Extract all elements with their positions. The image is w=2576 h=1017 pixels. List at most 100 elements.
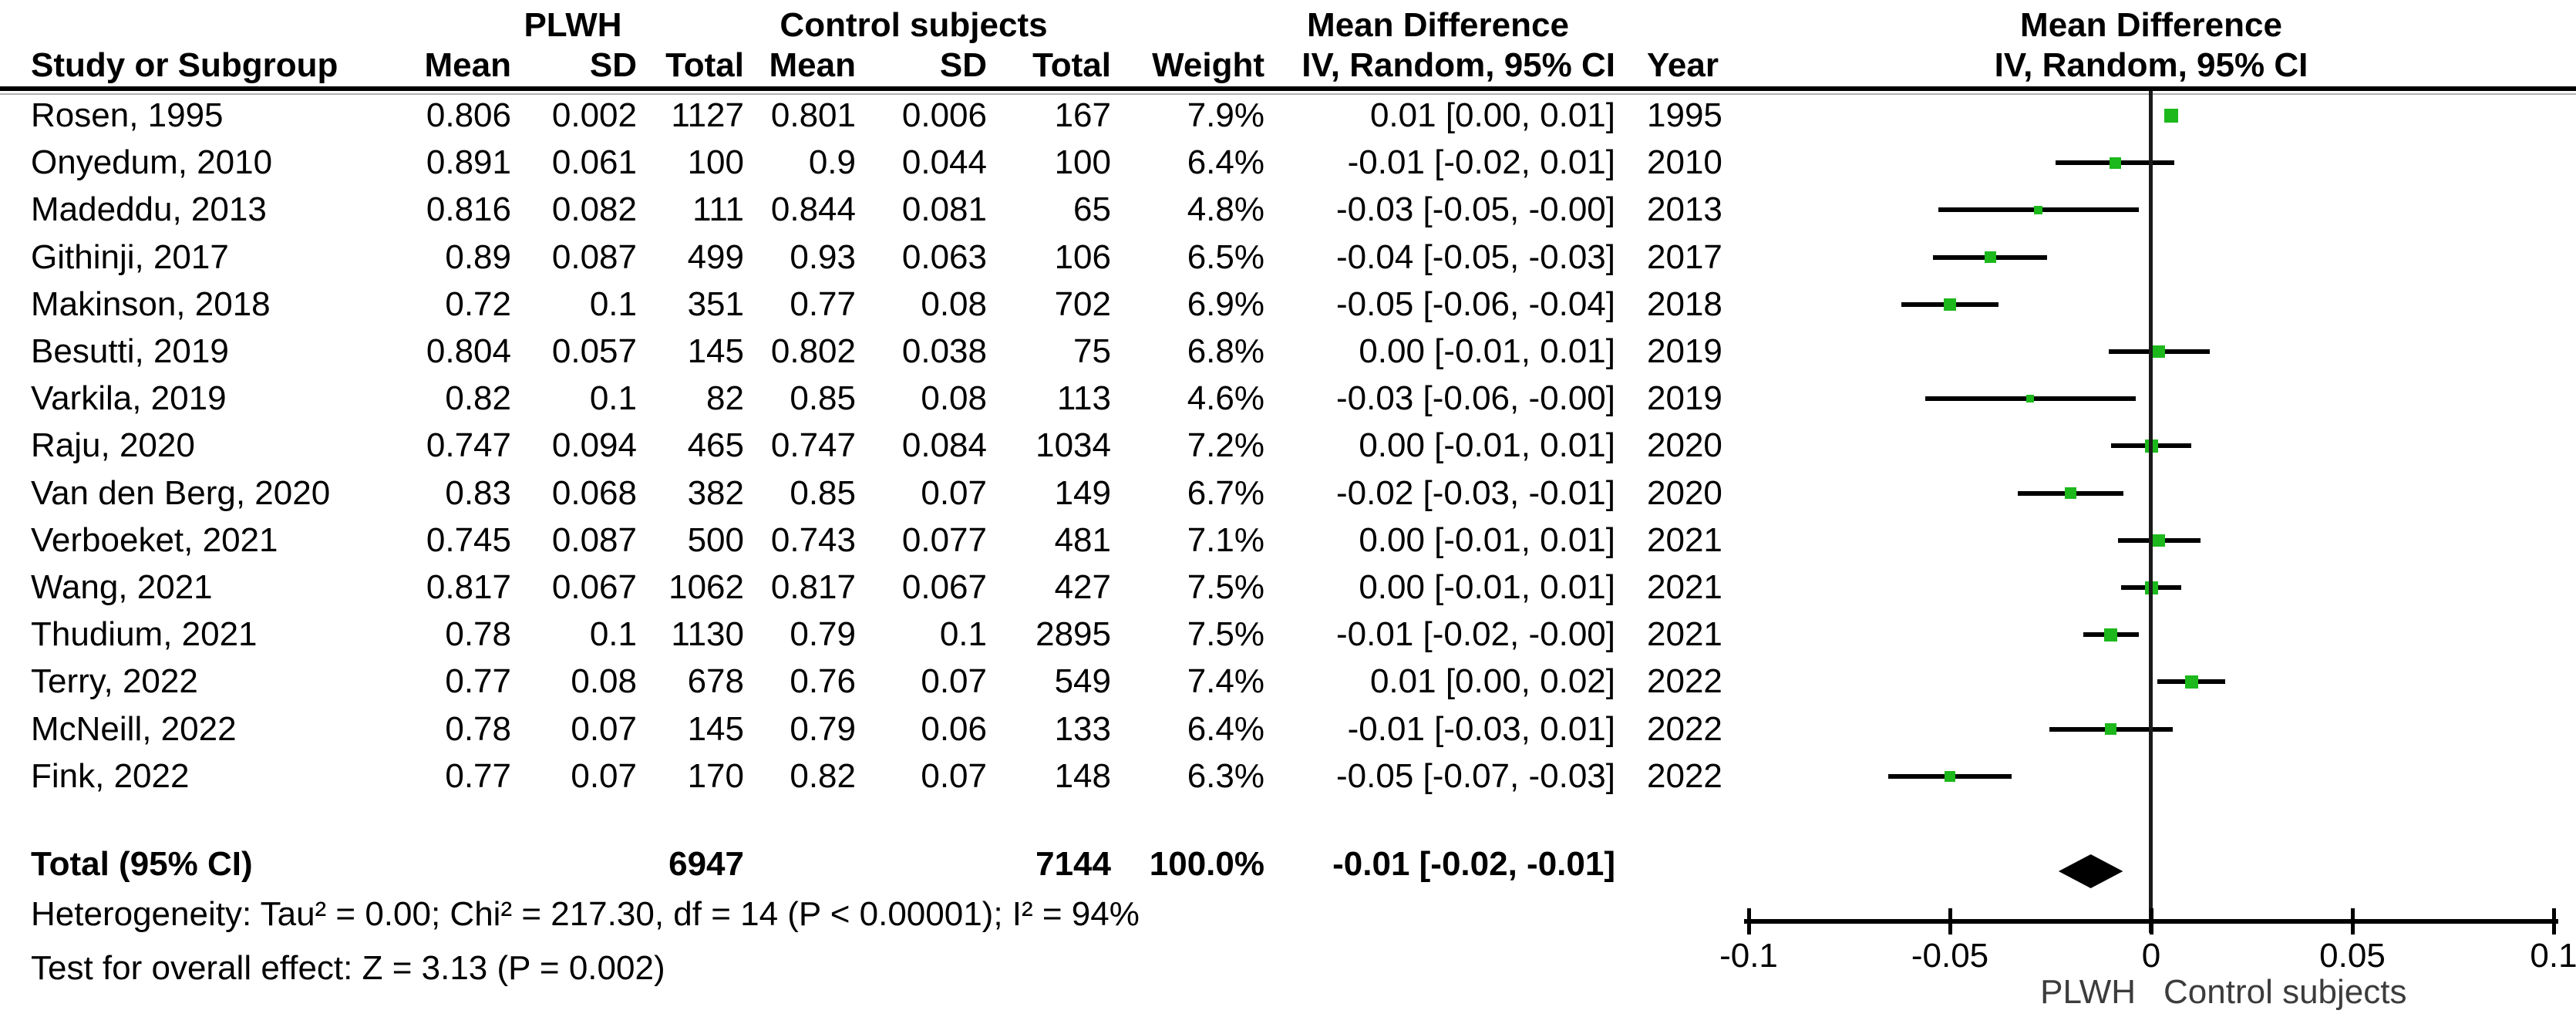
table-cell-mean1: 0.891 (426, 143, 511, 182)
table-cell-sd2: 0.063 (901, 237, 987, 276)
x-axis-tick (2350, 908, 2355, 934)
table-row: Githinji, 2017 0.89 0.087 499 0.93 0.063 106 6.… (0, 234, 2576, 281)
table-cell-year: 2019 (1647, 332, 1722, 370)
table-cell-study: Fink, 2022 (31, 756, 190, 795)
table-cell-mean1: 0.89 (445, 237, 511, 276)
table-cell-mean2: 0.801 (770, 96, 856, 134)
header-separator-line (0, 86, 2576, 91)
table-cell-sd2: 0.006 (901, 96, 987, 134)
table-cell-total1: 111 (692, 190, 744, 229)
table-cell-year: 2021 (1647, 615, 1722, 654)
x-axis-tick-label: -0.05 (1911, 937, 1989, 975)
table-cell-study: Verboeket, 2021 (31, 520, 278, 559)
point-estimate-marker (2109, 157, 2121, 169)
x-axis-tick (1746, 908, 1751, 934)
table-cell-total2: 75 (1073, 332, 1111, 370)
table-cell-total1: 145 (687, 709, 744, 748)
table-cell-mean2: 0.743 (770, 520, 856, 559)
table-cell-total1: 351 (687, 285, 744, 323)
table-cell-year: 2017 (1647, 237, 1722, 276)
table-cell-study: Makinson, 2018 (31, 285, 271, 323)
table-cell-total2: 113 (1056, 379, 1111, 418)
total-row-control-total: 7144 (1035, 845, 1111, 883)
table-cell-mean2: 0.802 (770, 332, 856, 370)
table-cell-sd1: 0.07 (571, 709, 637, 748)
table-cell-year: 2010 (1647, 143, 1722, 182)
table-cell-sd1: 0.1 (589, 615, 637, 654)
point-estimate-marker (2065, 487, 2077, 500)
column-header-total-plwh: Total (665, 46, 744, 84)
table-cell-sd2: 0.1 (939, 615, 987, 654)
table-cell-ci: -0.03 [-0.06, -0.00] (1336, 379, 1615, 418)
table-cell-sd1: 0.08 (571, 662, 637, 701)
table-cell-sd2: 0.044 (901, 143, 987, 182)
point-estimate-marker (1945, 770, 1955, 782)
x-axis-tick-label: 0.1 (2530, 937, 2576, 975)
table-cell-weight: 6.4% (1187, 709, 1264, 748)
table-cell-year: 2013 (1647, 190, 1722, 229)
table-cell-study: Varkila, 2019 (31, 379, 227, 418)
table-row: Madeddu, 2013 0.816 0.082 111 0.844 0.081 65 4.… (0, 186, 2576, 234)
table-cell-sd1: 0.087 (551, 520, 637, 559)
group-header-mean-difference-text: Mean Difference (1307, 6, 1569, 44)
table-row: Raju, 2020 0.747 0.094 465 0.747 0.084 1034 7.2… (0, 422, 2576, 470)
table-row: Wang, 2021 0.817 0.067 1062 0.817 0.067 427 7.5… (0, 564, 2576, 611)
table-cell-mean2: 0.79 (790, 709, 856, 748)
table-cell-ci: 0.01 [0.00, 0.02] (1369, 662, 1615, 701)
table-row: Fink, 2022 0.77 0.07 170 0.82 0.07 148 6.3% -0.0… (0, 753, 2576, 800)
table-cell-total2: 2895 (1035, 615, 1111, 654)
table-cell-weight: 7.4% (1187, 662, 1264, 701)
table-cell-total2: 549 (1054, 662, 1111, 701)
table-cell-mean1: 0.78 (445, 709, 511, 748)
zero-reference-line (2149, 91, 2153, 933)
table-cell-ci: 0.00 [-0.01, 0.01] (1359, 426, 1615, 465)
table-cell-study: Van den Berg, 2020 (31, 473, 331, 512)
table-cell-sd1: 0.1 (589, 379, 637, 418)
total-row-ci: -0.01 [-0.02, -0.01] (1332, 845, 1615, 883)
table-cell-mean2: 0.82 (790, 756, 856, 795)
table-cell-mean2: 0.85 (790, 473, 856, 512)
table-cell-total2: 481 (1054, 520, 1111, 559)
table-cell-mean2: 0.76 (790, 662, 856, 701)
table-cell-study: Terry, 2022 (31, 662, 198, 701)
table-cell-mean2: 0.79 (790, 615, 856, 654)
table-cell-year: 1995 (1647, 96, 1722, 134)
table-cell-sd2: 0.038 (901, 332, 987, 370)
table-cell-total2: 65 (1073, 190, 1111, 229)
table-cell-sd1: 0.061 (551, 143, 637, 182)
table-cell-study: McNeill, 2022 (31, 709, 237, 748)
heterogeneity-stats: Heterogeneity: Tau² = 0.00; Chi² = 217.3… (31, 895, 1140, 933)
table-cell-ci: -0.01 [-0.02, -0.00] (1336, 615, 1615, 654)
table-cell-total2: 149 (1054, 473, 1111, 512)
table-cell-total2: 106 (1054, 237, 1111, 276)
table-cell-mean1: 0.83 (445, 473, 511, 512)
table-row: Van den Berg, 2020 0.83 0.068 382 0.85 0.07 14… (0, 470, 2576, 517)
table-cell-weight: 6.8% (1187, 332, 1264, 370)
table-cell-weight: 6.9% (1187, 285, 1264, 323)
header-separator-shadow (0, 93, 2576, 95)
total-row-weight: 100.0% (1149, 845, 1264, 883)
table-cell-sd1: 0.1 (589, 285, 637, 323)
favours-right-label: Control subjects (2164, 973, 2407, 1011)
table-cell-mean1: 0.72 (445, 285, 511, 323)
column-header-year: Year (1647, 46, 1719, 84)
x-axis-tick-label: -0.1 (1719, 937, 1778, 975)
table-cell-weight: 7.5% (1187, 615, 1264, 654)
point-estimate-marker (2153, 345, 2166, 358)
table-cell-sd2: 0.07 (921, 662, 987, 701)
table-cell-mean1: 0.817 (426, 568, 511, 606)
table-cell-ci: 0.00 [-0.01, 0.01] (1359, 520, 1615, 559)
table-cell-mean1: 0.804 (426, 332, 511, 370)
table-cell-ci: -0.02 [-0.03, -0.01] (1336, 473, 1615, 512)
table-cell-sd2: 0.08 (921, 285, 987, 323)
table-cell-mean2: 0.93 (790, 237, 856, 276)
table-cell-total1: 1127 (671, 96, 744, 134)
table-cell-total2: 1034 (1035, 426, 1111, 465)
table-cell-sd1: 0.087 (551, 237, 637, 276)
table-cell-weight: 4.6% (1187, 379, 1264, 418)
table-cell-total1: 382 (687, 473, 744, 512)
table-cell-sd1: 0.07 (571, 756, 637, 795)
column-header-sd-control: SD (939, 46, 987, 84)
